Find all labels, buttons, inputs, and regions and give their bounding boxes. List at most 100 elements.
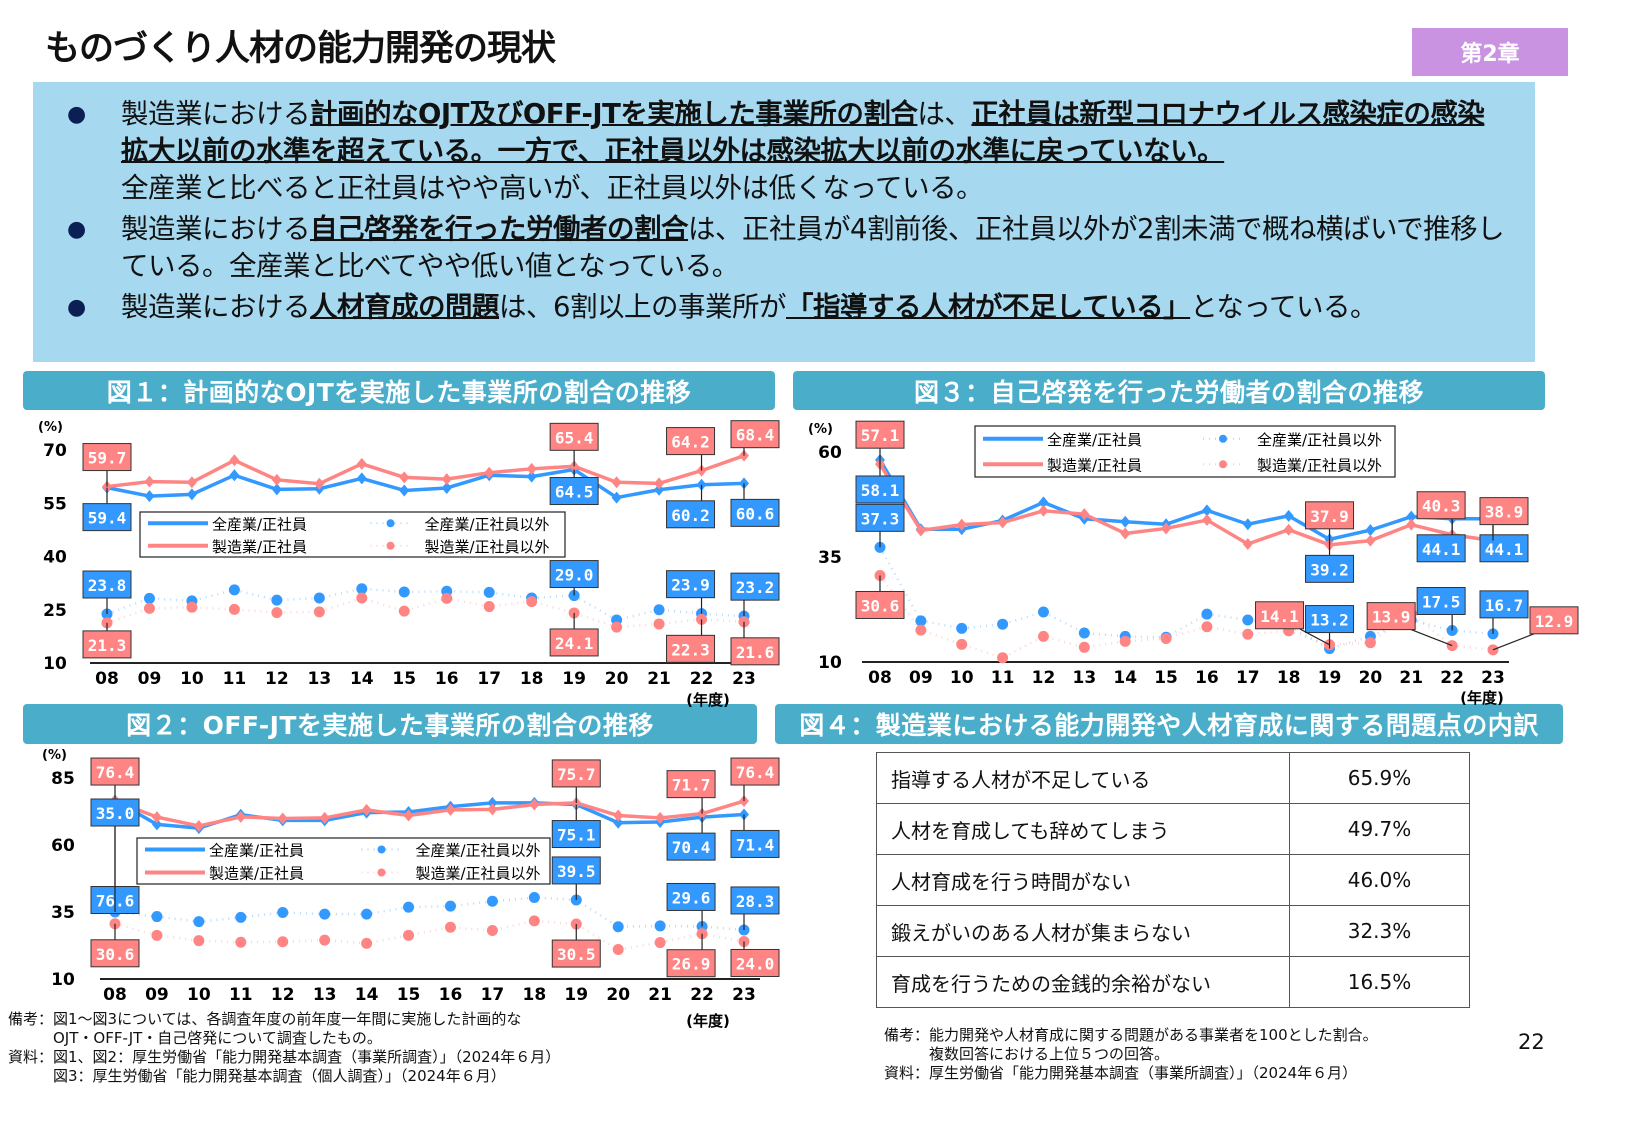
data-label: 13.2	[1310, 611, 1349, 630]
data-label-box	[551, 759, 601, 788]
data-point-diamond	[445, 803, 456, 816]
data-point-circle	[486, 924, 498, 936]
data-point-diamond	[403, 806, 414, 819]
data-point-circle	[398, 586, 410, 598]
data-point-circle	[1242, 628, 1254, 640]
data-point-diamond	[1365, 534, 1376, 547]
data-point-diamond	[1038, 496, 1049, 509]
data-point-circle	[696, 613, 708, 625]
data-point-diamond	[314, 482, 325, 495]
data-point-diamond	[1242, 518, 1253, 531]
data-point-diamond	[875, 453, 885, 466]
data-label: 22.3	[671, 640, 710, 659]
data-label: 21.3	[88, 636, 127, 655]
data-label-box	[549, 477, 599, 506]
data-label: 60.6	[736, 504, 775, 523]
data-point-diamond	[697, 807, 708, 820]
data-label-box	[1479, 497, 1529, 526]
x-tick-label: 20	[605, 669, 629, 689]
data-label-box	[666, 427, 716, 456]
data-point-diamond	[529, 798, 540, 811]
data-point-diamond	[1242, 537, 1253, 550]
data-label: 26.9	[672, 955, 711, 974]
legend-label: 全産業/正社員	[209, 842, 304, 860]
data-point-diamond	[271, 483, 282, 496]
x-tick-label: 22	[1440, 668, 1464, 688]
data-label: 70.4	[672, 838, 711, 857]
data-point-diamond	[1079, 508, 1090, 521]
series-line	[106, 454, 745, 489]
data-point-circle	[1364, 637, 1376, 649]
data-point-diamond	[151, 811, 162, 824]
data-point-circle	[956, 638, 968, 650]
data-point-circle	[235, 936, 247, 948]
data-point-circle	[1446, 625, 1458, 636]
data-label: 75.1	[557, 826, 596, 845]
data-point-circle	[915, 624, 927, 636]
emphasis-text: 自己啓発を行った労働者の割合	[310, 213, 689, 245]
x-tick-label: 13	[307, 669, 331, 689]
x-tick-label: 17	[481, 985, 505, 1005]
x-tick-label: 20	[1359, 668, 1383, 688]
fig4-header: 図４：製造業における能力開発や人材育成に関する問題点の内訳	[775, 704, 1563, 744]
data-label-box	[730, 637, 780, 666]
data-point-circle	[277, 907, 289, 919]
data-point-diamond	[356, 457, 367, 470]
data-label: 30.6	[861, 596, 900, 615]
data-label-box	[1305, 501, 1355, 530]
data-point-circle	[228, 584, 240, 596]
data-label: 16.7	[1485, 596, 1524, 615]
data-label-box	[82, 570, 132, 599]
data-point-circle	[570, 894, 582, 906]
data-point-circle	[486, 895, 498, 907]
data-label: 39.2	[1310, 560, 1349, 579]
data-point-diamond	[1324, 538, 1335, 551]
chart-fig3: 10 35 60 08 09 10 11 12 13 14 15 16 17 18 19 20 21 22 23 (%…	[808, 420, 1579, 707]
legend-label: 製造業/正社員以外	[425, 538, 550, 556]
data-point-circle	[277, 936, 289, 948]
data-point-diamond	[102, 480, 112, 493]
data-point-circle	[101, 608, 113, 620]
legend-box	[136, 837, 551, 885]
data-point-circle	[1160, 632, 1172, 644]
x-tick-label: 11	[229, 985, 253, 1005]
data-point-diamond	[1488, 534, 1498, 547]
data-point-circle	[143, 602, 155, 614]
data-point-diamond	[1447, 528, 1458, 541]
data-label-box	[855, 475, 905, 504]
x-tick-label: 15	[397, 985, 421, 1005]
data-point-diamond	[151, 818, 162, 831]
x-tick-label: 14	[355, 985, 379, 1005]
data-point-circle	[483, 601, 495, 613]
data-point-diamond	[1201, 514, 1212, 527]
data-label: 28.3	[736, 892, 775, 911]
data-point-circle	[612, 921, 624, 933]
data-label-box	[1416, 587, 1466, 615]
x-tick-label: 19	[564, 985, 588, 1005]
data-label-box	[1305, 605, 1355, 634]
data-point-diamond	[235, 808, 246, 821]
x-tick-label: 17	[477, 669, 501, 689]
data-label: 30.5	[557, 945, 596, 964]
data-point-diamond	[739, 449, 749, 462]
series-line-dotted	[114, 896, 745, 932]
data-label: 64.2	[671, 433, 710, 452]
x-tick-label: 11	[991, 668, 1015, 688]
data-label-box	[666, 832, 716, 861]
y-tick-label: 55	[43, 494, 67, 514]
data-label-box	[1305, 554, 1355, 583]
series-line	[114, 799, 745, 828]
right-footnote: 備考：能力開発や人材育成に関する問題がある事業者を100とした割合。 複数回答に…	[884, 1026, 1378, 1082]
data-label-box	[666, 949, 716, 978]
data-label-box	[549, 560, 599, 589]
data-point-diamond	[571, 796, 582, 809]
series-line-dotted	[878, 546, 1494, 650]
page-title: ものづくり人材の能力開発の現状	[45, 29, 556, 69]
data-point-circle	[193, 916, 205, 928]
data-point-circle	[997, 652, 1009, 664]
data-point-circle	[874, 569, 886, 581]
data-point-diamond	[526, 462, 537, 475]
legend-label: 全産業/正社員以外	[425, 515, 550, 533]
data-point-diamond	[1079, 512, 1090, 525]
data-point-diamond	[956, 523, 967, 536]
